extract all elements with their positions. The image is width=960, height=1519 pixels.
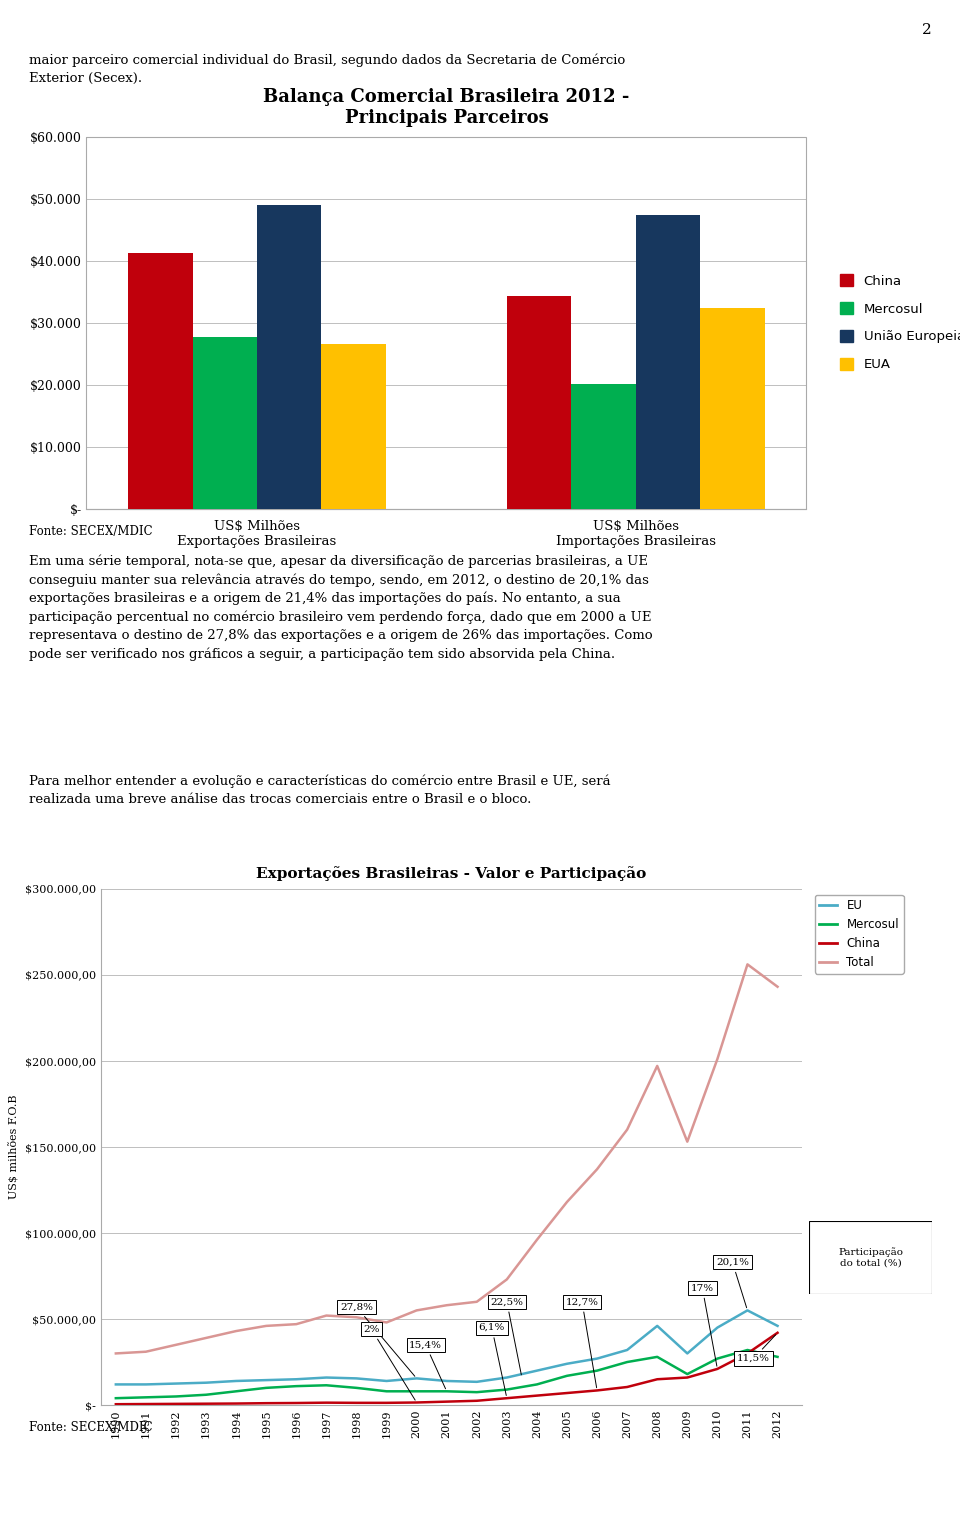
Bar: [571, 384, 636, 509]
Legend: EU, Mercosul, China, Total: EU, Mercosul, China, Total: [814, 895, 903, 974]
Text: 6,1%: 6,1%: [479, 1323, 506, 1396]
Text: 15,4%: 15,4%: [409, 1340, 445, 1388]
Text: Fonte: SECEX/MDIC: Fonte: SECEX/MDIC: [29, 526, 153, 538]
Legend: China, Mercosul, União Europeia, EUA: China, Mercosul, União Europeia, EUA: [834, 269, 960, 377]
Bar: [636, 214, 700, 509]
Bar: [257, 205, 322, 509]
Text: 17%: 17%: [691, 1284, 717, 1366]
Bar: [322, 345, 386, 509]
Text: Fonte: SECEX/MDIC: Fonte: SECEX/MDIC: [29, 1422, 153, 1434]
Text: Para melhor entender a evolução e características do comércio entre Brasil e UE,: Para melhor entender a evolução e caract…: [29, 775, 611, 807]
Text: maior parceiro comercial individual do Brasil, segundo dados da Secretaria de Co: maior parceiro comercial individual do B…: [29, 53, 625, 85]
Text: 2: 2: [922, 23, 931, 38]
Text: 2%: 2%: [363, 1325, 415, 1401]
Text: 22,5%: 22,5%: [491, 1297, 523, 1375]
Y-axis label: US$ milhões F.O.B: US$ milhões F.O.B: [9, 1095, 19, 1198]
Text: 12,7%: 12,7%: [565, 1297, 598, 1388]
Text: 11,5%: 11,5%: [737, 1335, 776, 1363]
Bar: [193, 337, 257, 509]
Title: Balança Comercial Brasileira 2012 -
Principais Parceiros: Balança Comercial Brasileira 2012 - Prin…: [263, 88, 630, 126]
Bar: [128, 254, 193, 509]
Text: 20,1%: 20,1%: [716, 1258, 749, 1308]
Bar: [507, 296, 571, 509]
Title: Exportações Brasileiras - Valor e Participação: Exportações Brasileiras - Valor e Partic…: [256, 866, 646, 881]
Text: 27,8%: 27,8%: [340, 1302, 415, 1376]
Text: Em uma série temporal, nota-se que, apesar da diversificação de parcerias brasil: Em uma série temporal, nota-se que, apes…: [29, 554, 653, 661]
Bar: [700, 308, 765, 509]
Text: Participação
do total (%): Participação do total (%): [838, 1247, 903, 1268]
